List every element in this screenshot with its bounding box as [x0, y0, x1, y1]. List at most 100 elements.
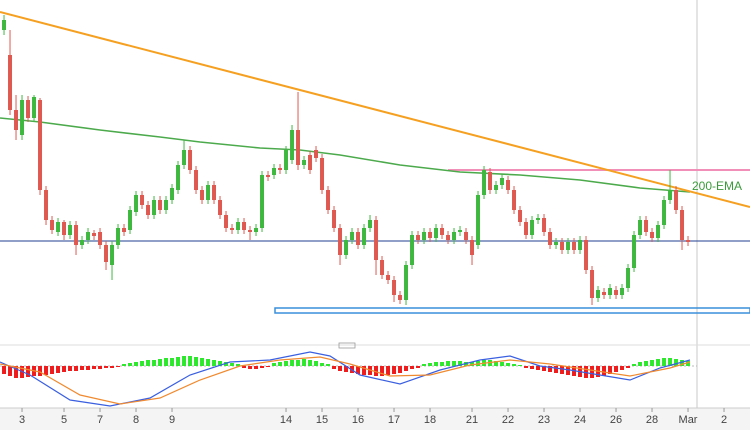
oscillator-bar	[458, 361, 463, 366]
x-tick-label: 18	[424, 414, 436, 426]
candle-body	[482, 170, 487, 195]
candle-body	[590, 270, 595, 298]
candle-body	[122, 228, 127, 232]
candle-body	[434, 228, 439, 238]
candle-body	[170, 188, 175, 200]
oscillator-bar	[362, 366, 367, 375]
candle-body	[674, 190, 679, 210]
candle-body	[380, 260, 385, 275]
candle-body	[86, 232, 91, 240]
x-tick-label: 21	[466, 414, 478, 426]
ema-line	[0, 117, 691, 193]
candle-body	[446, 235, 451, 240]
candle-body	[212, 185, 217, 200]
oscillator-bar	[260, 366, 265, 368]
candle-body	[518, 210, 523, 222]
oscillator-bar	[332, 366, 337, 369]
oscillator-slow	[0, 356, 691, 405]
oscillator-bar	[560, 366, 565, 374]
candle-body	[266, 175, 271, 177]
oscillator-bar	[446, 361, 451, 366]
oscillator-bar	[206, 359, 211, 366]
candle-body	[284, 150, 289, 170]
candle-body	[98, 232, 103, 245]
candle-body	[332, 210, 337, 228]
candle-body	[236, 222, 241, 230]
candle-body	[188, 150, 193, 170]
oscillator-bar	[110, 366, 115, 368]
oscillator-bar	[326, 364, 331, 366]
candle-body	[422, 232, 427, 240]
candle-body	[506, 180, 511, 190]
oscillator-bar	[554, 366, 559, 373]
oscillator-bar	[284, 361, 289, 366]
candle-body	[530, 220, 535, 235]
candle-body	[38, 100, 43, 190]
oscillator-bar	[380, 366, 385, 376]
candle-body	[278, 168, 283, 170]
trend-line	[0, 11, 750, 208]
candle-body	[272, 168, 277, 175]
candle-body	[368, 220, 373, 228]
x-tick-label: 8	[133, 414, 139, 426]
oscillator-bar	[80, 366, 85, 370]
candle-body	[80, 240, 85, 245]
candle-body	[440, 228, 445, 235]
x-tick-label: 26	[610, 414, 622, 426]
candle-body	[296, 130, 301, 165]
candle-body	[146, 205, 151, 215]
candle-body	[404, 265, 409, 300]
oscillator-bar	[590, 366, 595, 378]
oscillator-bar	[644, 361, 649, 366]
oscillator-bar	[548, 366, 553, 372]
x-tick-label: 14	[280, 414, 292, 426]
oscillator-bar	[176, 357, 181, 366]
x-tick-label: 2	[721, 414, 727, 426]
candle-body	[308, 155, 313, 170]
candle-body	[596, 290, 601, 298]
candle-body	[26, 100, 31, 118]
oscillator-bar	[50, 366, 55, 374]
candle-body	[650, 232, 655, 238]
candle-body	[20, 100, 25, 135]
candle-body	[248, 230, 253, 232]
candle-body	[128, 210, 133, 230]
oscillator-bar	[518, 365, 523, 366]
candle-body	[242, 222, 247, 230]
oscillator-bar	[410, 366, 415, 369]
oscillator-bar	[164, 358, 169, 366]
candle-body	[608, 288, 613, 295]
oscillator-bar	[314, 361, 319, 366]
candle-body	[680, 210, 685, 240]
oscillator-bar	[116, 366, 121, 367]
oscillator-bar	[608, 366, 613, 374]
annotation: 200-EMA	[692, 179, 742, 193]
candle-body	[470, 240, 475, 255]
oscillator-bar	[470, 362, 475, 366]
candle-body	[320, 158, 325, 190]
candle-body	[428, 232, 433, 238]
candle-body	[50, 220, 55, 230]
x-tick-label: 3	[19, 414, 25, 426]
candle-body	[362, 228, 367, 245]
oscillator-bar	[404, 366, 409, 371]
oscillator-bar	[620, 366, 625, 370]
oscillator-bar	[98, 366, 103, 369]
candle-body	[578, 240, 583, 250]
candle-body	[626, 268, 631, 288]
candle-body	[602, 292, 607, 295]
oscillator-bar	[392, 366, 397, 374]
candle-body	[74, 225, 79, 245]
x-tick-label: 9	[169, 414, 175, 426]
oscillator-bar	[452, 361, 457, 366]
oscillator-bar	[668, 358, 673, 366]
oscillator-bar	[44, 366, 49, 375]
candle-body	[494, 185, 499, 190]
candle-body	[254, 228, 259, 232]
oscillator-bar	[686, 361, 691, 366]
candle-body	[206, 185, 211, 200]
candle-body	[524, 222, 529, 235]
x-tick-label: 24	[574, 414, 586, 426]
candle-body	[344, 240, 349, 255]
candle-body	[464, 232, 469, 240]
